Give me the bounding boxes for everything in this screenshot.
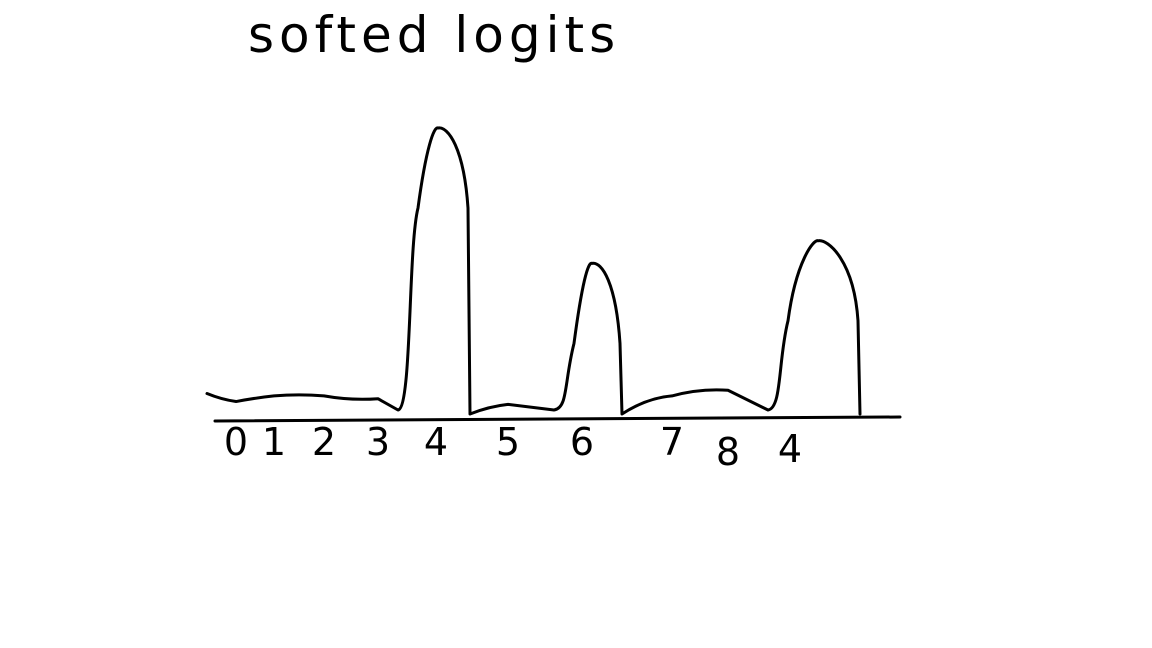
x-axis-line bbox=[213, 415, 902, 423]
x-tick-label: 6 bbox=[570, 420, 594, 464]
x-tick-label: 5 bbox=[496, 420, 520, 464]
x-tick-label: 8 bbox=[716, 430, 740, 474]
x-tick-label: 1 bbox=[262, 420, 286, 464]
x-tick-label: 0 bbox=[224, 420, 248, 464]
x-tick-label: 7 bbox=[660, 420, 684, 464]
x-tick-label: 3 bbox=[366, 420, 390, 464]
x-tick-label: 4 bbox=[424, 420, 448, 464]
series-line bbox=[205, 126, 862, 416]
x-tick-label: 4 bbox=[778, 427, 802, 471]
x-tick-label: 2 bbox=[312, 420, 336, 464]
chart-title: softed logits bbox=[248, 6, 621, 64]
